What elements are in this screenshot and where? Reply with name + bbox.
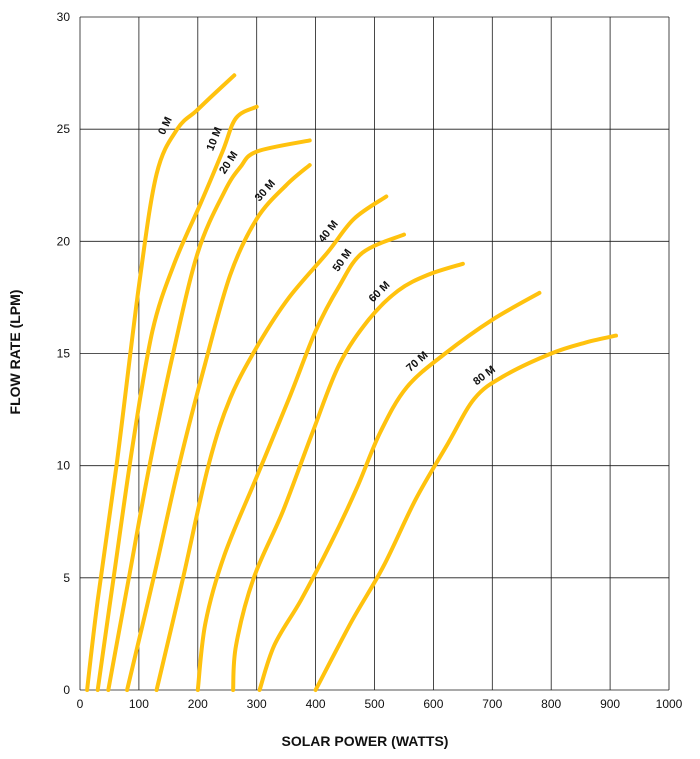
curve-label: 80 M (471, 364, 498, 388)
x-tick-label: 800 (541, 697, 561, 711)
x-tick-label: 200 (188, 697, 208, 711)
x-tick-label: 0 (77, 697, 84, 711)
curve-label: 50 M (331, 247, 355, 274)
curve-10m (95, 104, 259, 692)
y-tick-label: 5 (63, 571, 70, 585)
x-tick-label: 400 (306, 697, 326, 711)
y-axis-title: FLOW RATE (LPM) (7, 290, 23, 415)
x-tick-label: 900 (600, 697, 620, 711)
y-tick-label: 20 (57, 234, 71, 248)
x-tick-label: 500 (364, 697, 384, 711)
y-tick-label: 10 (57, 459, 71, 473)
x-tick-label: 100 (129, 697, 149, 711)
y-tick-label: 30 (57, 10, 71, 24)
x-tick-label: 600 (423, 697, 443, 711)
curve-50m (195, 232, 406, 692)
x-tick-label: 300 (247, 697, 267, 711)
x-tick-label: 1000 (656, 697, 683, 711)
grid-lines (79, 16, 670, 691)
x-tick-label: 700 (482, 697, 502, 711)
x-axis-title: SOLAR POWER (WATTS) (282, 733, 449, 749)
curve-30m (125, 163, 312, 692)
curve-20m (106, 138, 312, 692)
curve-0m (85, 73, 237, 692)
curve-70m (257, 290, 542, 692)
curve-80m (313, 333, 618, 692)
y-tick-label: 0 (63, 683, 70, 697)
curve-40m (154, 194, 389, 692)
curve-60m (231, 261, 465, 692)
y-tick-label: 25 (57, 122, 71, 136)
tick-labels: 0 100 200 300 400 500 600 700 800 900 1000 0 5 10 15 20… (57, 10, 683, 711)
curves (85, 73, 618, 692)
y-tick-label: 15 (57, 347, 71, 361)
